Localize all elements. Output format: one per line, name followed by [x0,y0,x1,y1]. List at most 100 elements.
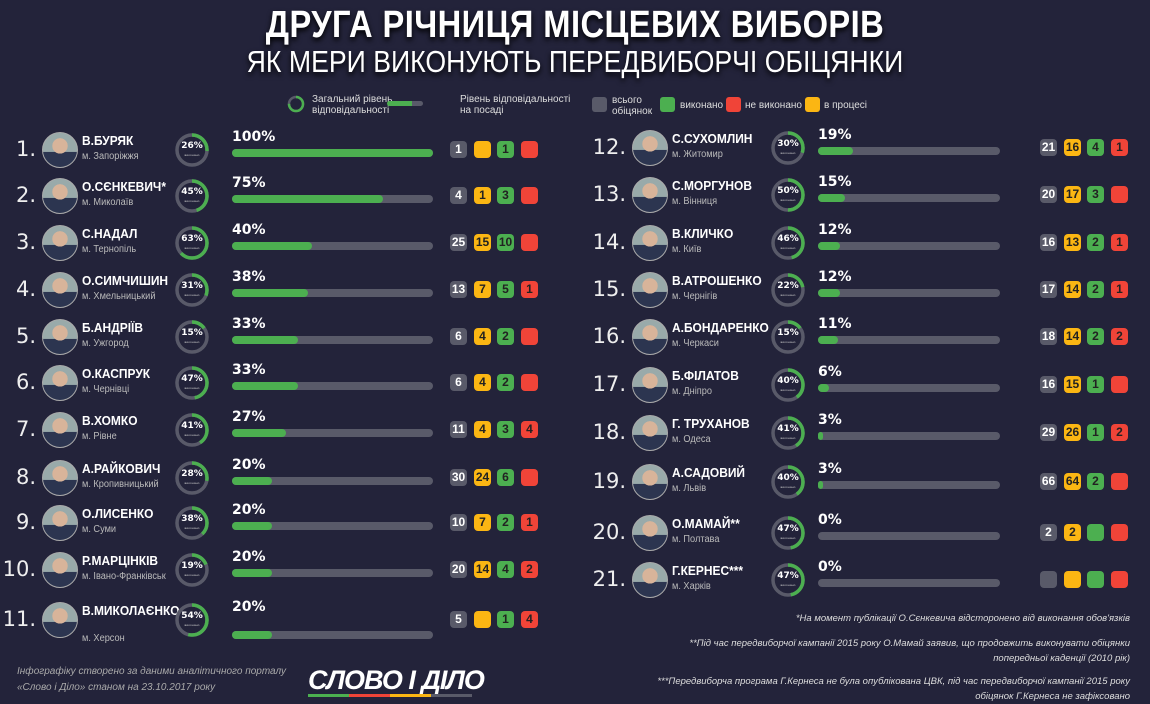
ring-caption: виконано [184,526,200,530]
overall-ring-fill [771,516,805,550]
rank: 1. [15,137,36,161]
mayor-city: м. Івано-Франківськ [82,571,166,582]
overall-percent: 41% [181,421,203,431]
mayor-photo [632,415,668,451]
position-bar-fill [818,289,840,297]
position-percent: 33% [232,316,266,332]
ring-caption: виконано [184,481,200,485]
page-subtitle: ЯК МЕРИ ВИКОНУЮТЬ ПЕРЕДВИБОРЧІ ОБІЦЯНКИ [246,44,904,79]
overall-ring-fill [771,273,805,307]
not-done-badge [521,469,538,486]
overall-ring-fill [175,179,209,213]
overall-ring [771,465,805,499]
position-bar [818,336,1000,344]
mayor-row: 13. С.МОРГУНОВ м. Вінниця 50% виконано 1… [590,172,1150,218]
position-percent: 12% [818,222,852,238]
mayor-row: 8. А.РАЙКОВИЧ м. Кропивницький 28% викон… [0,455,560,501]
overall-ring [771,368,805,402]
overall-ring [175,413,209,447]
mayor-row: 12. С.СУХОМЛИН м. Житомир 30% виконано 1… [590,125,1150,171]
overall-ring-fill [771,416,805,450]
mayor-photo [42,272,78,308]
overall-percent: 30% [777,139,799,149]
done-swatch [660,97,675,112]
overall-percent: 54% [181,611,203,621]
not-done-badge [521,328,538,345]
position-bar [232,522,433,530]
done-badge: 2 [497,328,514,345]
rank: 7. [15,417,36,441]
mayor-row: 16. А.БОНДАРЕНКО м. Черкаси 15% виконано… [590,314,1150,360]
mayor-city: м. Львів [672,483,707,494]
overall-ring-fill [175,366,209,400]
overall-ring-fill [175,553,209,587]
legend-done: виконано [680,100,724,111]
mayor-city: м. Харків [672,581,711,592]
overall-percent: 22% [777,281,799,291]
done-badge: 1 [1087,424,1104,441]
overall-percent: 26% [181,141,203,151]
in-progress-badge: 7 [474,281,491,298]
mayor-city: м. Кропивницький [82,479,159,490]
overall-ring [175,603,209,637]
mayor-photo [42,132,78,168]
ring-caption: виконано [780,293,796,297]
mayor-photo [632,272,668,308]
mayor-photo [42,602,78,638]
not-done-badge: 2 [1111,424,1128,441]
overall-percent: 15% [777,328,799,338]
overall-percent: 63% [181,234,203,244]
mayor-name: О.МАМАЙ** [672,516,740,531]
mayor-city: м. Рівне [82,431,117,442]
done-badge [1087,524,1104,541]
not-done-badge [1111,186,1128,203]
overall-ring [175,273,209,307]
ring-caption: виконано [184,386,200,390]
overall-ring [175,320,209,354]
overall-ring-fill [771,563,805,597]
overall-ring-fill [771,131,805,165]
position-percent: 3% [818,461,842,477]
rank: 14. [592,230,626,254]
ring-caption: виконано [780,388,796,392]
position-bar [818,432,1000,440]
not-done-badge: 2 [1111,328,1128,345]
overall-percent: 47% [777,524,799,534]
position-bar [818,532,1000,540]
mayor-name: О.КАСПРУК [82,366,151,381]
position-bar-fill [232,289,309,297]
overall-percent: 47% [777,571,799,581]
overall-ring-fill [771,178,805,212]
in-progress-badge: 14 [474,561,491,578]
mayor-city: м. Хмельницький [82,291,156,302]
done-badge: 1 [1087,376,1104,393]
mayor-photo [42,225,78,261]
position-bar [818,194,1000,202]
overall-ring [175,366,209,400]
mayor-photo [632,225,668,261]
overall-ring [771,563,805,597]
overall-percent: 41% [777,424,799,434]
overall-percent: 38% [181,514,203,524]
overall-ring-fill [175,413,209,447]
overall-ring [175,179,209,213]
in-progress-badge [1064,571,1081,588]
mayor-photo [42,412,78,448]
not-done-badge [1111,473,1128,490]
not-done-badge: 1 [521,281,538,298]
done-badge: 5 [497,281,514,298]
position-bar-fill [818,384,829,392]
ring-caption: виконано [184,199,200,203]
mayor-city: м. Вінниця [672,196,718,207]
mayor-city: м. Дніпро [672,386,713,397]
mayor-row: 14. В.КЛИЧКО м. Київ 46% виконано 12% 16… [590,220,1150,266]
mayor-name: Б.АНДРІЇВ [82,320,143,335]
position-percent: 3% [818,412,842,428]
rank: 21. [592,567,626,591]
in-progress-badge: 14 [1064,328,1081,345]
overall-ring-fill [175,320,209,354]
total-badge: 66 [1040,473,1057,490]
ring-caption: виконано [184,623,200,627]
position-bar [232,382,433,390]
overall-ring [175,226,209,260]
